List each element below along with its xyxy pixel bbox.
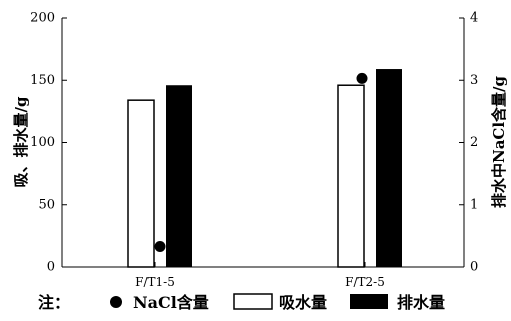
legend-nacl-label: NaCl含量 bbox=[133, 293, 209, 312]
right-tick-label: 2 bbox=[470, 135, 478, 150]
left-tick-label: 50 bbox=[38, 197, 55, 212]
left-tick-label: 0 bbox=[47, 260, 55, 275]
left-axis: 0 50 100 150 200 bbox=[30, 11, 67, 275]
bars bbox=[127, 69, 402, 268]
left-tick-label: 150 bbox=[30, 73, 55, 88]
category-label: F/T2-5 bbox=[345, 275, 385, 289]
right-tick-label: 4 bbox=[470, 11, 478, 26]
legend-absorb-swatch bbox=[233, 293, 273, 310]
plot-frame bbox=[61, 18, 465, 268]
y2-axis-title: 排水中NaCl含量/g bbox=[490, 75, 508, 208]
point-nacl bbox=[356, 72, 368, 84]
points bbox=[154, 72, 368, 252]
y-axis-title: 吸、排水量/g bbox=[12, 96, 30, 187]
legend-drain-swatch bbox=[350, 294, 388, 309]
x-axis: F/T1-5 F/T2-5 bbox=[135, 262, 385, 289]
right-axis: 0 1 2 3 4 bbox=[459, 11, 478, 275]
legend: 注： NaCl含量 吸水量 排水量 bbox=[38, 293, 445, 312]
bar-drain bbox=[166, 85, 192, 267]
bar-drain bbox=[376, 69, 402, 267]
legend-absorb-label: 吸水量 bbox=[279, 293, 327, 312]
legend-nacl-marker bbox=[110, 296, 122, 308]
right-tick-label: 0 bbox=[470, 260, 478, 275]
bar-absorb bbox=[127, 99, 155, 268]
left-tick-label: 100 bbox=[30, 135, 55, 150]
right-tick-label: 3 bbox=[470, 73, 478, 88]
legend-drain-label: 排水量 bbox=[397, 293, 445, 312]
point-nacl bbox=[154, 240, 166, 252]
bar-absorb bbox=[337, 84, 365, 268]
legend-prefix: 注： bbox=[38, 293, 70, 312]
category-label: F/T1-5 bbox=[135, 275, 175, 289]
right-tick-label: 1 bbox=[470, 197, 478, 212]
left-tick-label: 200 bbox=[30, 11, 55, 26]
